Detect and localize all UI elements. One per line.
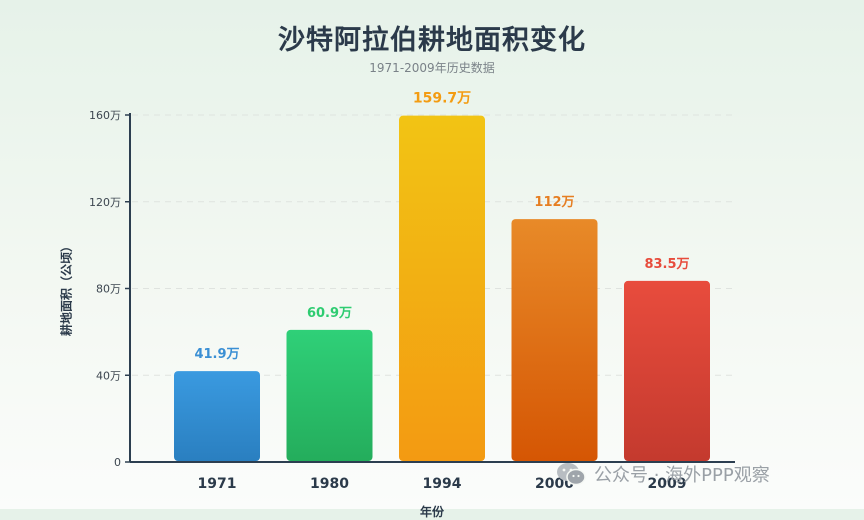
y-tick-label: 0 <box>114 456 121 469</box>
bar-1994 <box>399 115 485 461</box>
y-tick-label: 160万 <box>89 109 121 122</box>
watermark-text: 公众号 · 海外PPP观察 <box>594 465 770 486</box>
bar-2009 <box>624 280 710 461</box>
bar-2000 <box>511 219 598 461</box>
data-label-2009: 83.5万 <box>644 257 689 272</box>
bar-1971 <box>174 371 260 461</box>
x-tick-label-2009: 2009 <box>648 476 687 492</box>
x-axis-label: 年份 <box>419 505 445 519</box>
x-tick-label-1971: 1971 <box>198 476 237 492</box>
bar-chart: 0 40万 80万 120万 160万 41.9万 1971 60.9万 1980 159.7万 1… <box>89 91 735 492</box>
y-tick-label: 120万 <box>89 196 121 209</box>
x-tick-label-1994: 1994 <box>423 476 462 492</box>
y-tick-label: 40万 <box>96 369 121 382</box>
y-tick-label: 80万 <box>96 283 121 296</box>
data-label-1980: 60.9万 <box>307 306 352 321</box>
data-label-1994: 159.7万 <box>413 91 471 107</box>
bar-1980 <box>286 329 373 461</box>
data-label-2000: 112万 <box>534 195 574 210</box>
chart-title: 沙特阿拉伯耕地面积变化 <box>278 25 586 56</box>
x-tick-label-1980: 1980 <box>310 476 349 492</box>
watermark: 公众号 · 海外PPP观察 <box>556 460 770 488</box>
chart-subtitle: 1971-2009年历史数据 <box>369 61 495 75</box>
data-label-1971: 41.9万 <box>194 347 239 362</box>
wechat-icon <box>557 463 586 486</box>
